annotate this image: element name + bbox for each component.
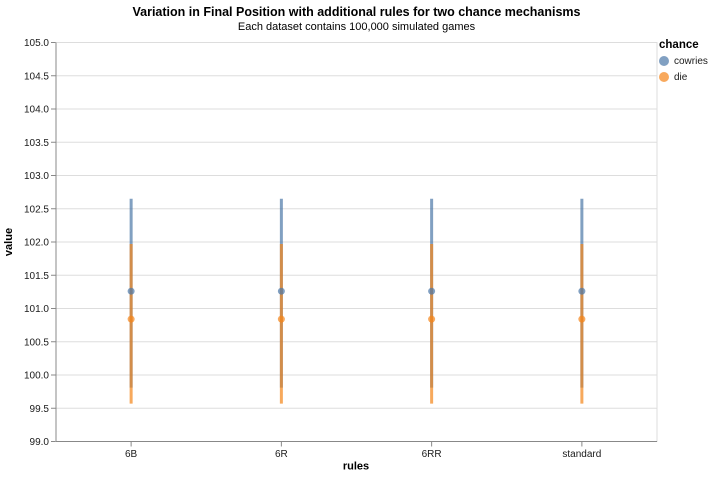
y-tick-label: 101.5 [24,271,49,282]
y-tick-label: 99.0 [30,437,50,448]
point-die [578,315,586,323]
y-axis-title: value [3,228,15,256]
legend: chance cowries die [659,39,708,83]
x-tick-label: standard [562,449,601,460]
x-tick-label: 6B [125,449,138,460]
legend-item-die: die [659,71,708,83]
y-tick-label: 100.5 [24,337,49,348]
chart-subtitle: Each dataset contains 100,000 simulated … [237,21,476,33]
cowries-swatch-icon [659,56,669,66]
y-tick-label: 103.5 [24,138,49,149]
point-die [127,315,135,323]
y-tick-label: 102.5 [24,204,49,215]
y-tick-label: 104.5 [24,71,49,82]
point-cowries [578,287,586,295]
y-tick-label: 103.0 [24,171,49,182]
x-tick-label: 6RR [422,449,442,460]
point-cowries [127,287,135,295]
point-cowries [428,287,436,295]
y-tick-label: 105.0 [24,38,49,49]
die-swatch-icon [659,72,669,82]
point-die [277,315,285,323]
y-tick-label: 99.5 [30,404,50,415]
x-tick-label: 6R [275,449,288,460]
marks-layer: 99.0 99.5 100.0 100.5 101.0 101.5 102.0 102.5 10… [24,38,658,460]
point-cowries [277,287,285,295]
x-axis-title: rules [343,461,369,473]
y-tick-label: 100.0 [24,371,49,382]
legend-label-die: die [674,71,688,83]
legend-item-cowries: cowries [659,55,708,67]
y-tick-label: 102.0 [24,238,49,249]
legend-label-cowries: cowries [674,55,708,67]
y-tick-label: 104.0 [24,105,49,116]
legend-title: chance [659,39,699,51]
point-die [428,315,436,323]
chart-title: Variation in Final Position with additio… [132,5,581,19]
y-tick-label: 101.0 [24,304,49,315]
